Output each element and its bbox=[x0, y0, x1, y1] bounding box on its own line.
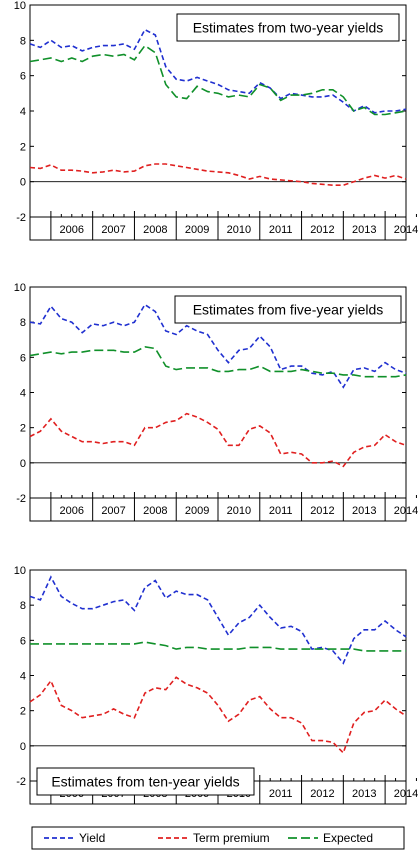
x-tick-label: 2012 bbox=[310, 505, 334, 517]
y-tick-label: -2 bbox=[16, 776, 26, 788]
series-line-expected bbox=[30, 641, 406, 652]
legend: Yield Term premium Expected bbox=[31, 826, 405, 850]
x-tick-label: 2013 bbox=[352, 224, 376, 236]
y-tick-label: 10 bbox=[14, 565, 26, 577]
y-tick-label: 8 bbox=[20, 317, 26, 329]
x-tick-label: 2014 bbox=[394, 505, 418, 517]
series-line-yield bbox=[29, 575, 407, 665]
y-tick-label: 4 bbox=[20, 106, 26, 118]
y-tick-label: 2 bbox=[20, 706, 26, 718]
y-tick-label: 6 bbox=[20, 635, 26, 647]
series-line-term-premium bbox=[29, 412, 407, 468]
chart-title: Estimates from ten-year yields bbox=[51, 774, 239, 790]
x-tick-label: 2011 bbox=[269, 224, 293, 236]
y-tick-label: -2 bbox=[16, 212, 26, 224]
x-tick-label: 2009 bbox=[185, 224, 209, 236]
x-tick-label: 2006 bbox=[60, 224, 84, 236]
legend-label-yield: Yield bbox=[79, 831, 105, 845]
chart-panel-2: 10 8 6 4 2 0 -2 2006 2007 2008 2009 2010 2011 2012 201… bbox=[14, 282, 418, 522]
x-tick-label: 2013 bbox=[352, 505, 376, 517]
y-tick-label: 4 bbox=[20, 671, 26, 683]
y-tick-label: 4 bbox=[20, 388, 26, 400]
series-line-yield bbox=[29, 303, 407, 389]
series-line-yield bbox=[29, 28, 407, 114]
x-tick-label: 2006 bbox=[60, 505, 84, 517]
series-line-expected bbox=[29, 345, 407, 378]
y-tick-label: 0 bbox=[20, 741, 26, 753]
x-tick-label: 2014 bbox=[394, 788, 418, 800]
x-tick-label: 2011 bbox=[269, 505, 293, 517]
y-tick-label: 2 bbox=[20, 423, 26, 435]
y-tick-label: 6 bbox=[20, 352, 26, 364]
x-tick-label: 2014 bbox=[394, 224, 418, 236]
y-tick-label: 8 bbox=[20, 35, 26, 47]
x-tick-label: 2011 bbox=[269, 788, 293, 800]
x-tick-label: 2012 bbox=[310, 788, 334, 800]
legend-box bbox=[31, 826, 405, 850]
y-tick-label: 6 bbox=[20, 71, 26, 83]
legend-label-expected: Expected bbox=[323, 831, 373, 845]
x-tick-label: 2009 bbox=[185, 505, 209, 517]
y-tick-label: 2 bbox=[20, 141, 26, 153]
y-tick-label: 10 bbox=[14, 0, 26, 12]
chart-panel-1: 10 8 6 4 2 0 -2 2006 2007 2008 2009 2010 2011 2012 201… bbox=[14, 0, 418, 241]
y-tick-label: 10 bbox=[14, 282, 26, 294]
x-tick-label: 2012 bbox=[310, 224, 334, 236]
x-tick-label: 2010 bbox=[227, 224, 251, 236]
chart-title-box bbox=[174, 295, 402, 324]
chart-panel-3: 1086420-22006200720082009201020112012201… bbox=[14, 565, 418, 805]
y-tick-label: 0 bbox=[20, 177, 26, 189]
legend-label-term-premium: Term premium bbox=[193, 831, 270, 845]
x-tick-label: 2008 bbox=[143, 505, 167, 517]
chart-title-box bbox=[36, 767, 255, 796]
series-line-term-premium bbox=[29, 676, 407, 755]
y-tick-label: 8 bbox=[20, 600, 26, 612]
y-tick-label: -2 bbox=[16, 493, 26, 505]
x-tick-label: 2007 bbox=[101, 224, 125, 236]
series-line-term-premium bbox=[29, 163, 407, 186]
series-line-expected bbox=[29, 44, 407, 116]
x-tick-label: 2008 bbox=[143, 224, 167, 236]
x-tick-label: 2010 bbox=[227, 505, 251, 517]
chart-title-box bbox=[176, 13, 400, 42]
x-tick-label: 2013 bbox=[352, 788, 376, 800]
y-tick-label: 0 bbox=[20, 458, 26, 470]
x-tick-label: 2007 bbox=[101, 505, 125, 517]
chart-title: Estimates from five-year yields bbox=[193, 302, 384, 318]
chart-title: Estimates from two-year yields bbox=[193, 20, 384, 36]
